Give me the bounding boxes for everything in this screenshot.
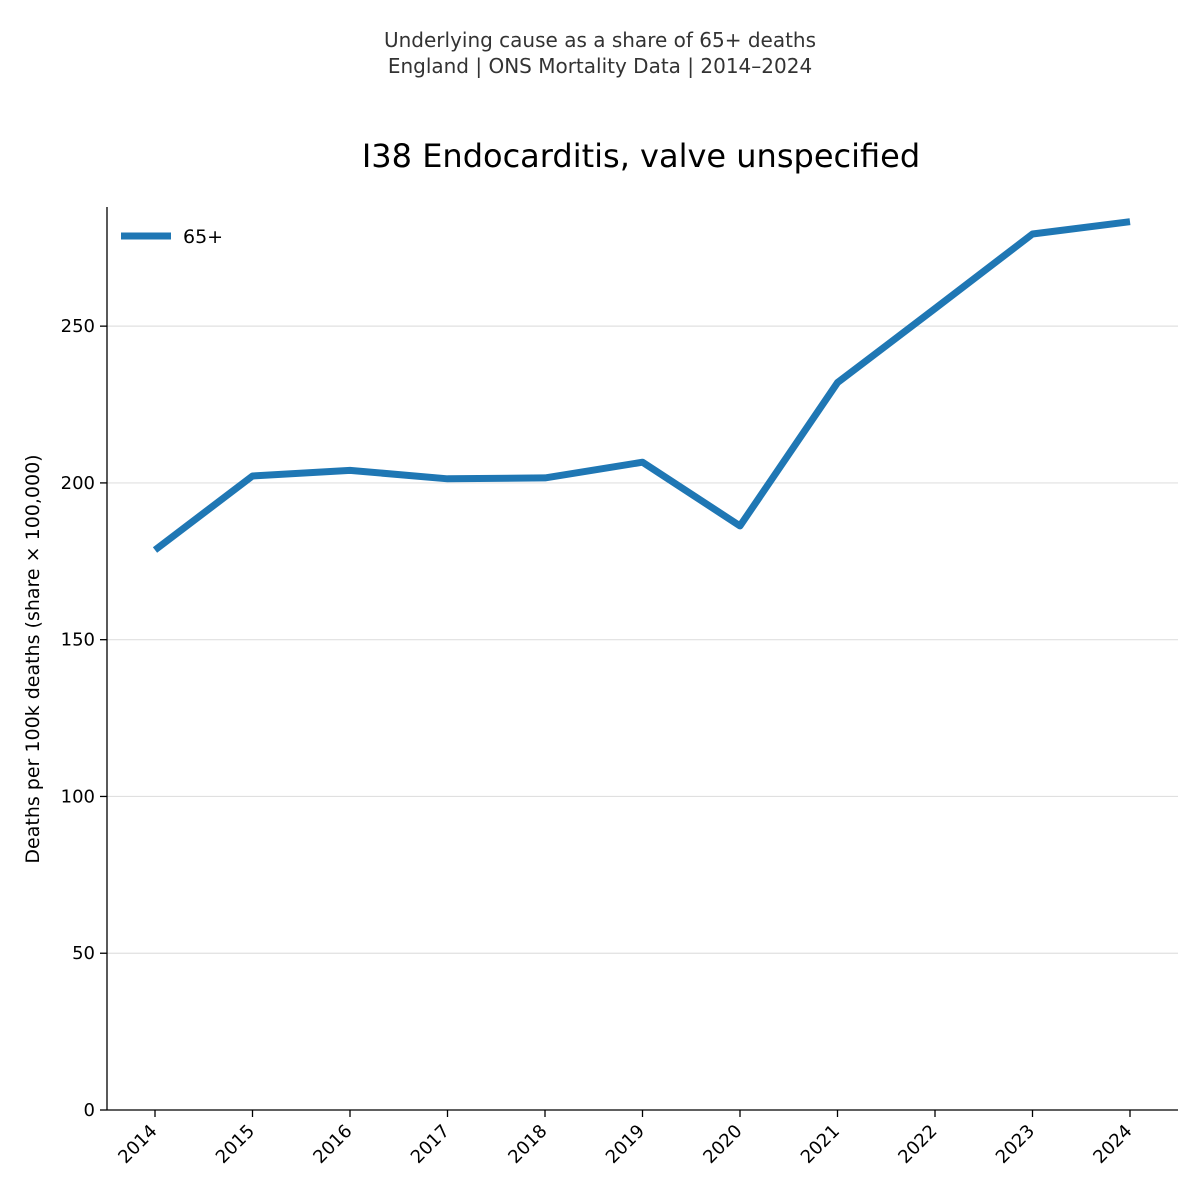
suptitle-line-2: England | ONS Mortality Data | 2014–2024 [388, 54, 812, 78]
y-tick-label: 250 [61, 316, 95, 337]
x-tick-label: 2014 [114, 1121, 161, 1168]
y-tick-label: 50 [72, 943, 95, 964]
x-tick-label: 2015 [212, 1121, 259, 1168]
series-line-65plus [152, 218, 1131, 553]
axes [106, 207, 1178, 1111]
y-tick-label: 100 [61, 786, 95, 807]
legend: 65+ [121, 226, 223, 248]
x-tick-label: 2023 [992, 1121, 1039, 1168]
x-tick-label: 2024 [1089, 1121, 1136, 1168]
y-ticks: 0 50 100 150 200 250 [61, 316, 107, 1121]
x-tick-label: 2021 [797, 1121, 844, 1168]
x-ticks: 2014 2015 2016 2017 2018 2019 2020 2021 2022 2023… [114, 1110, 1137, 1168]
x-tick-label: 2018 [504, 1121, 551, 1168]
suptitle-line-1: Underlying cause as a share of 65+ death… [384, 28, 816, 52]
legend-label-65plus: 65+ [183, 226, 223, 248]
x-tick-label: 2022 [894, 1121, 941, 1168]
series [152, 218, 1131, 553]
chart-title: I38 Endocarditis, valve unspecified [362, 137, 920, 175]
y-tick-label: 150 [61, 630, 95, 651]
x-tick-label: 2019 [602, 1121, 649, 1168]
x-tick-label: 2017 [407, 1121, 454, 1168]
x-tick-label: 2016 [309, 1121, 356, 1168]
y-tick-label: 200 [61, 473, 95, 494]
y-axis-label: Deaths per 100k deaths (share × 100,000) [22, 454, 44, 863]
y-tick-label: 0 [84, 1100, 95, 1121]
x-tick-label: 2020 [699, 1121, 746, 1168]
gridlines [107, 325, 1178, 954]
